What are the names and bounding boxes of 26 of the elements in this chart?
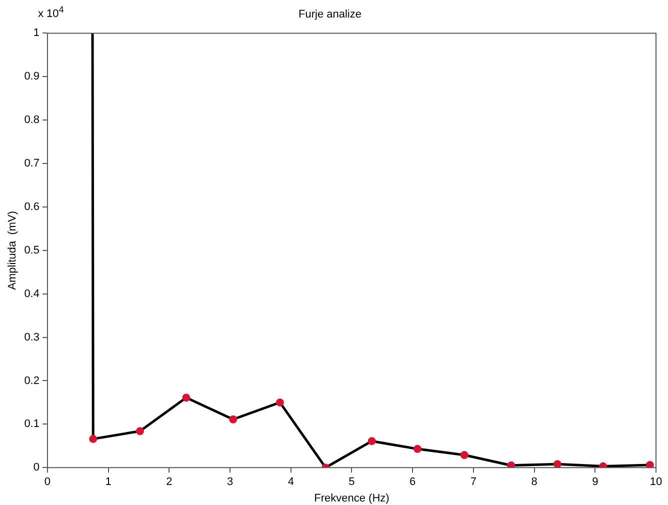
y-tick-label: 0.3 (24, 331, 40, 344)
x-tick-label: 3 (226, 476, 234, 488)
x-tick-label: 1 (105, 476, 112, 488)
y-tick-label: 0.4 (24, 288, 40, 300)
x-tick-label: 8 (531, 476, 538, 488)
x-tick-label: 0 (44, 476, 51, 488)
x-tick-label: 7 (470, 476, 477, 488)
y-tick-label: 0.8 (24, 114, 40, 126)
x-tick-label: 6 (410, 476, 416, 488)
y-tick-label: 0.5 (24, 244, 40, 256)
x-tick-label: 10 (650, 476, 662, 488)
text: x 10$^{4}$ (38, 4, 64, 20)
y-tick-label: 0 (33, 462, 40, 474)
y-tick-label: 0.9 (24, 70, 40, 83)
y-tick-label: 1 (33, 27, 40, 40)
y-axis-title: Amplituda (mV) (6, 210, 19, 290)
chart-title: Furje analize (298, 8, 362, 21)
y-tick-label: 0.7 (24, 158, 40, 170)
y-tick-label: 0.1 (24, 418, 40, 430)
x-axis-title: Frekvence (Hz) (314, 492, 390, 504)
x-tick-label: 2 (166, 476, 172, 488)
y-tick-label: 0.2 (24, 374, 40, 387)
x-tick-label: 4 (288, 476, 294, 488)
x-tick-label: 9 (592, 476, 598, 488)
y-tick-label: 0.6 (24, 200, 40, 213)
x-tick-label: 5 (348, 476, 355, 488)
